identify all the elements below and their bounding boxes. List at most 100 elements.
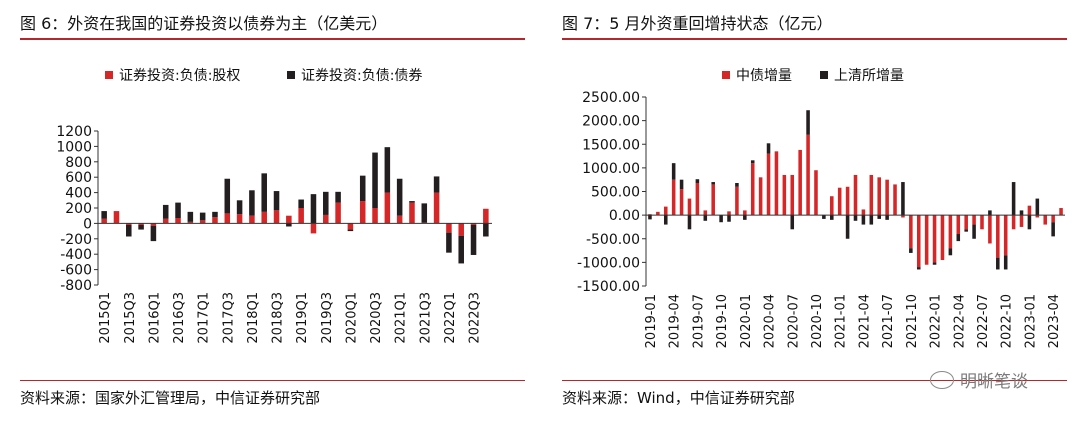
right-source-rule: [562, 380, 1067, 381]
y-tick-label: 500.00: [591, 185, 640, 201]
y-tick-label: 600: [65, 170, 92, 186]
x-tick-label: 2021Q3: [418, 292, 433, 344]
legend-label: 上清所增量: [834, 68, 904, 84]
bar-series2: [199, 212, 206, 221]
y-tick-label: -800: [60, 278, 92, 294]
bar-series2: [421, 203, 428, 223]
y-tick-label: -500.00: [586, 232, 640, 248]
bar-series2: [901, 182, 905, 216]
bar-series1: [996, 215, 1000, 258]
legend-swatch: [722, 71, 730, 79]
bar-series1: [814, 170, 818, 216]
bar-series1: [964, 215, 968, 230]
bar-series1: [656, 211, 660, 216]
bar-series2: [126, 224, 132, 237]
bar-series1: [909, 215, 913, 249]
y-tick-label: 400: [65, 186, 92, 202]
bar-series1: [286, 215, 292, 224]
bar-series2: [335, 191, 341, 203]
bar-series1: [853, 174, 858, 216]
bar-series1: [347, 223, 354, 230]
bar-series1: [1035, 215, 1040, 218]
bar-series1: [138, 223, 144, 225]
x-tick-label: 2022Q1: [443, 292, 458, 344]
bar-series1: [735, 186, 739, 216]
x-tick-label: 2019-04: [668, 294, 683, 348]
right-title-rule: [562, 38, 1067, 40]
y-tick-label: 1500.00: [582, 137, 640, 153]
left-title-rule: [20, 38, 525, 40]
bar-series2: [175, 202, 181, 219]
bar-series1: [766, 153, 771, 216]
y-tick-label: 2000.00: [582, 114, 640, 130]
bar-series1: [885, 179, 889, 216]
bar-series1: [671, 179, 676, 216]
bar-series2: [323, 191, 329, 215]
bar-series2: [671, 163, 676, 180]
bar-series1: [1019, 215, 1024, 227]
y-tick-label: -400: [60, 247, 92, 263]
bar-series2: [138, 224, 144, 230]
x-tick-label: 2022-01: [929, 294, 944, 348]
bar-series1: [409, 202, 415, 224]
bar-series2: [1027, 215, 1032, 230]
bar-series2: [446, 232, 452, 253]
bar-series2: [384, 147, 391, 193]
x-tick-label: 2022-07: [976, 294, 991, 348]
x-tick-label: 2022-10: [1000, 294, 1015, 348]
bar-series2: [162, 204, 169, 219]
right-source: 资料来源：Wind，中信证券研究部: [562, 389, 795, 407]
watermark-text: 明晰笔谈: [960, 372, 1028, 392]
x-tick-label: 2020Q3: [369, 292, 384, 344]
bar-series2: [409, 201, 415, 203]
y-tick-label: 2500.00: [582, 90, 640, 106]
bar-series1: [750, 163, 755, 216]
bar-series1: [126, 223, 132, 225]
bar-series1: [830, 196, 834, 216]
bar-series2: [261, 173, 267, 212]
watermark: 明晰笔谈: [930, 367, 1028, 392]
x-tick-label: 2017Q1: [197, 292, 212, 344]
bar-series1: [212, 217, 218, 224]
x-tick-label: 2021-07: [881, 294, 896, 348]
bar-series2: [372, 152, 378, 208]
y-tick-label: 200: [65, 201, 92, 217]
bar-series1: [483, 208, 489, 224]
bar-series2: [483, 223, 489, 237]
bar-series1: [187, 221, 194, 224]
bar-series1: [774, 151, 779, 216]
bar-series1: [150, 223, 157, 226]
y-tick-label: 0.00: [609, 208, 640, 224]
bar-series1: [113, 211, 120, 224]
bar-series1: [199, 220, 206, 224]
bar-series2: [869, 215, 874, 225]
bar-series1: [1003, 215, 1008, 256]
bar-series2: [743, 215, 747, 220]
bar-series2: [1051, 222, 1055, 237]
bar-series1: [988, 215, 992, 244]
x-tick-label: 2015Q3: [123, 292, 138, 344]
bar-series1: [433, 192, 440, 224]
x-tick-label: 2016Q3: [172, 292, 187, 344]
y-tick-label: -1500.00: [577, 279, 640, 295]
bar-series1: [980, 215, 984, 230]
x-tick-label: 2023-04: [1047, 294, 1062, 348]
bar-series2: [877, 215, 881, 219]
bar-series1: [162, 218, 169, 224]
bar-series2: [703, 215, 708, 221]
bar-series2: [1019, 210, 1024, 216]
y-tick-label: 1000: [56, 139, 92, 155]
y-tick-label: 0: [83, 216, 92, 232]
bar-series2: [964, 229, 968, 232]
y-tick-label: 1200: [56, 124, 92, 140]
bar-series2: [249, 190, 255, 216]
bar-series2: [948, 248, 953, 256]
bar-series2: [298, 199, 304, 208]
bar-series2: [1003, 255, 1008, 270]
x-tick-label: 2021-04: [857, 294, 872, 348]
x-tick-label: 2019-01: [644, 294, 659, 348]
bar-series1: [372, 208, 378, 224]
x-tick-label: 2021-01: [834, 294, 849, 348]
bar-series1: [273, 210, 280, 224]
